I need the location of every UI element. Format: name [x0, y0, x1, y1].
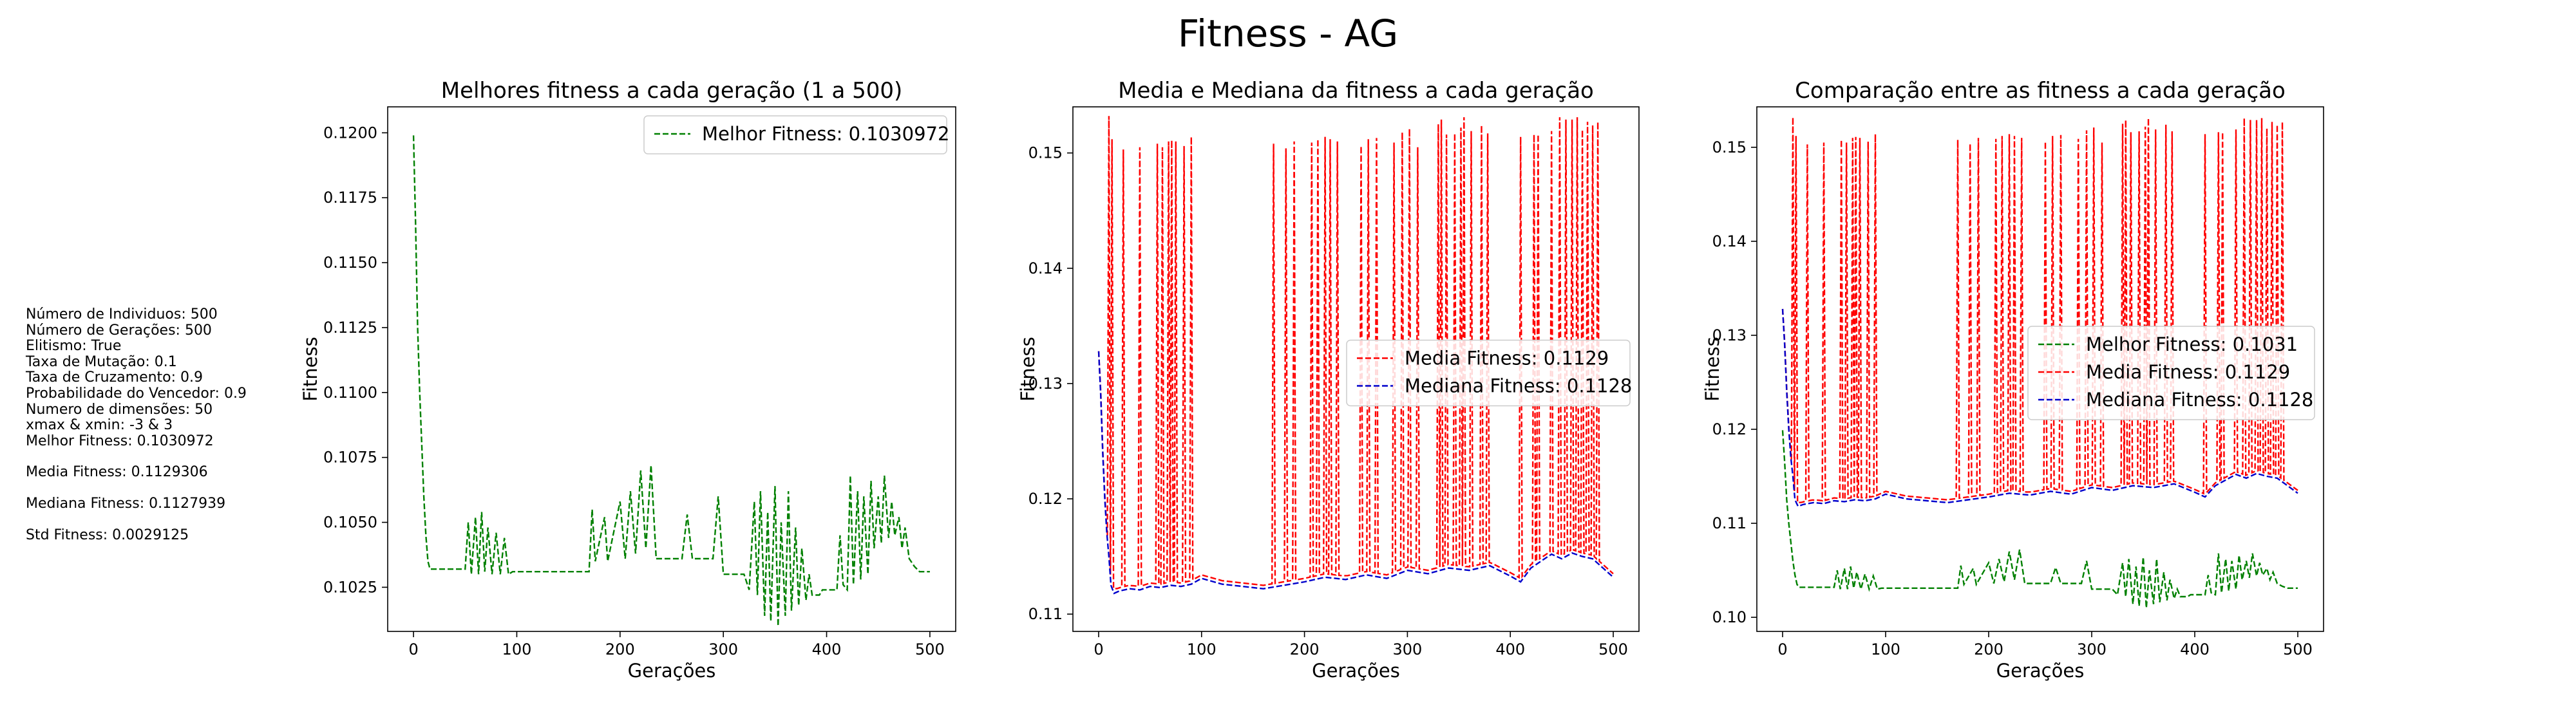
series-line-1: [412, 135, 930, 626]
y-tick-label: 0.1075: [323, 449, 377, 467]
param-prob-vencedor: Probabilidade do Vencedor: 0.9: [26, 385, 247, 402]
parameters-panel: Número de Individuos: 500 Número de Gera…: [26, 306, 247, 543]
param-elitismo: Elitismo: True: [26, 338, 122, 355]
y-tick-label: 0.1200: [323, 124, 377, 142]
legend: Melhor Fitness: 0.1030972: [643, 115, 949, 154]
y-tick-label: 0.13: [1028, 375, 1063, 393]
legend-box: [1346, 339, 1631, 407]
chart-title: Melhores fitness a cada geração (1 a 500…: [441, 78, 903, 104]
chart-3: Comparação entre as fitness a cada geraç…: [1701, 78, 2324, 682]
x-tick-label: 300: [1393, 640, 1423, 658]
y-axis-label: Fitness: [1017, 337, 1039, 401]
figure-title: Fitness - AG: [1177, 12, 1399, 55]
x-tick-label: 200: [605, 640, 635, 658]
plot-frame: [387, 106, 956, 632]
x-tick-label: 0: [1094, 640, 1103, 658]
x-tick-label: 500: [915, 640, 945, 658]
y-tick-label: 0.1025: [323, 578, 377, 596]
legend: Media Fitness: 0.1129 Mediana Fitness: 0.…: [1346, 339, 1632, 407]
x-tick-label: 100: [1187, 640, 1217, 658]
x-tick-label: 400: [1495, 640, 1525, 658]
legend: Melhor Fitness: 0.1031 Media Fitness: 0.1…: [2027, 326, 2315, 420]
y-tick-label: 0.15: [1712, 138, 1747, 156]
x-tick-label: 0: [1777, 640, 1787, 658]
y-tick-label: 0.1175: [323, 189, 377, 207]
series-line-1: [1781, 430, 2298, 608]
legend-label: Media Fitness: 0.1129: [2086, 361, 2290, 383]
param-geracoes: Número de Gerações: 500: [26, 322, 212, 339]
param-dimensoes: Numero de dimensões: 50: [26, 401, 213, 418]
chart-1: Melhores fitness a cada geração (1 a 500…: [299, 78, 956, 682]
series-line-2: [1781, 117, 2298, 503]
y-tick-label: 0.12: [1712, 420, 1747, 438]
x-tick-label: 400: [2180, 640, 2210, 658]
x-tick-label: 100: [502, 640, 532, 658]
chart-title: Media e Mediana da fitness a cada geraçã…: [1118, 78, 1594, 104]
y-tick-label: 0.1150: [323, 254, 377, 272]
y-tick-label: 0.14: [1712, 232, 1747, 250]
legend-label: Media Fitness: 0.1129: [1405, 348, 1609, 369]
x-axis-label: Gerações: [628, 660, 716, 682]
x-tick-label: 500: [1598, 640, 1628, 658]
legend-label: Melhor Fitness: 0.1030972: [702, 123, 949, 145]
param-xmax-xmin: xmax & xmin: -3 & 3: [26, 417, 173, 434]
param-individuos: Número de Individuos: 500: [26, 306, 218, 322]
x-axis-label: Gerações: [1312, 660, 1400, 682]
y-tick-label: 0.1125: [323, 319, 377, 337]
y-tick-label: 0.1100: [323, 384, 377, 402]
x-tick-label: 200: [1290, 640, 1320, 658]
plot-frame: [1072, 106, 1640, 632]
x-tick-label: 100: [1871, 640, 1900, 658]
param-melhor-fitness: Melhor Fitness: 0.1030972: [26, 433, 214, 449]
chart-title: Comparação entre as fitness a cada geraç…: [1795, 78, 2286, 104]
x-tick-label: 400: [812, 640, 842, 658]
y-tick-label: 0.15: [1028, 144, 1063, 162]
y-tick-label: 0.11: [1712, 514, 1747, 532]
legend-box: [2027, 326, 2315, 420]
param-media-fitness: Media Fitness: 0.1129306: [26, 464, 208, 481]
x-tick-label: 500: [2283, 640, 2313, 658]
y-tick-label: 0.10: [1712, 608, 1747, 626]
param-mediana-fitness: Mediana Fitness: 0.1127939: [26, 495, 226, 512]
param-std-fitness: Std Fitness: 0.0029125: [26, 526, 189, 543]
param-taxa-mutacao: Taxa de Mutação: 0.1: [26, 353, 177, 370]
x-tick-label: 300: [708, 640, 738, 658]
y-tick-label: 0.12: [1028, 490, 1063, 508]
plot-frame: [1756, 106, 2324, 632]
legend-label: Mediana Fitness: 0.1128: [2086, 389, 2313, 411]
x-axis-label: Gerações: [1996, 660, 2085, 682]
legend-label: Melhor Fitness: 0.1031: [2086, 333, 2298, 355]
series-line-3: [1781, 308, 2298, 508]
y-tick-label: 0.14: [1028, 259, 1063, 277]
y-axis-label: Fitness: [299, 337, 321, 401]
chart-2: Media e Mediana da fitness a cada geraçã…: [1017, 78, 1640, 682]
y-tick-label: 0.11: [1028, 605, 1063, 623]
y-tick-label: 0.1050: [323, 514, 377, 532]
param-taxa-cruzamento: Taxa de Cruzamento: 0.9: [26, 369, 204, 386]
x-tick-label: 200: [1974, 640, 2003, 658]
series-line-2: [1097, 351, 1614, 595]
y-axis-label: Fitness: [1701, 337, 1723, 401]
x-tick-label: 300: [2077, 640, 2107, 658]
legend-box: [643, 115, 947, 154]
x-tick-label: 0: [408, 640, 418, 658]
legend-label: Mediana Fitness: 0.1128: [1405, 375, 1632, 397]
y-tick-label: 0.13: [1712, 326, 1747, 344]
